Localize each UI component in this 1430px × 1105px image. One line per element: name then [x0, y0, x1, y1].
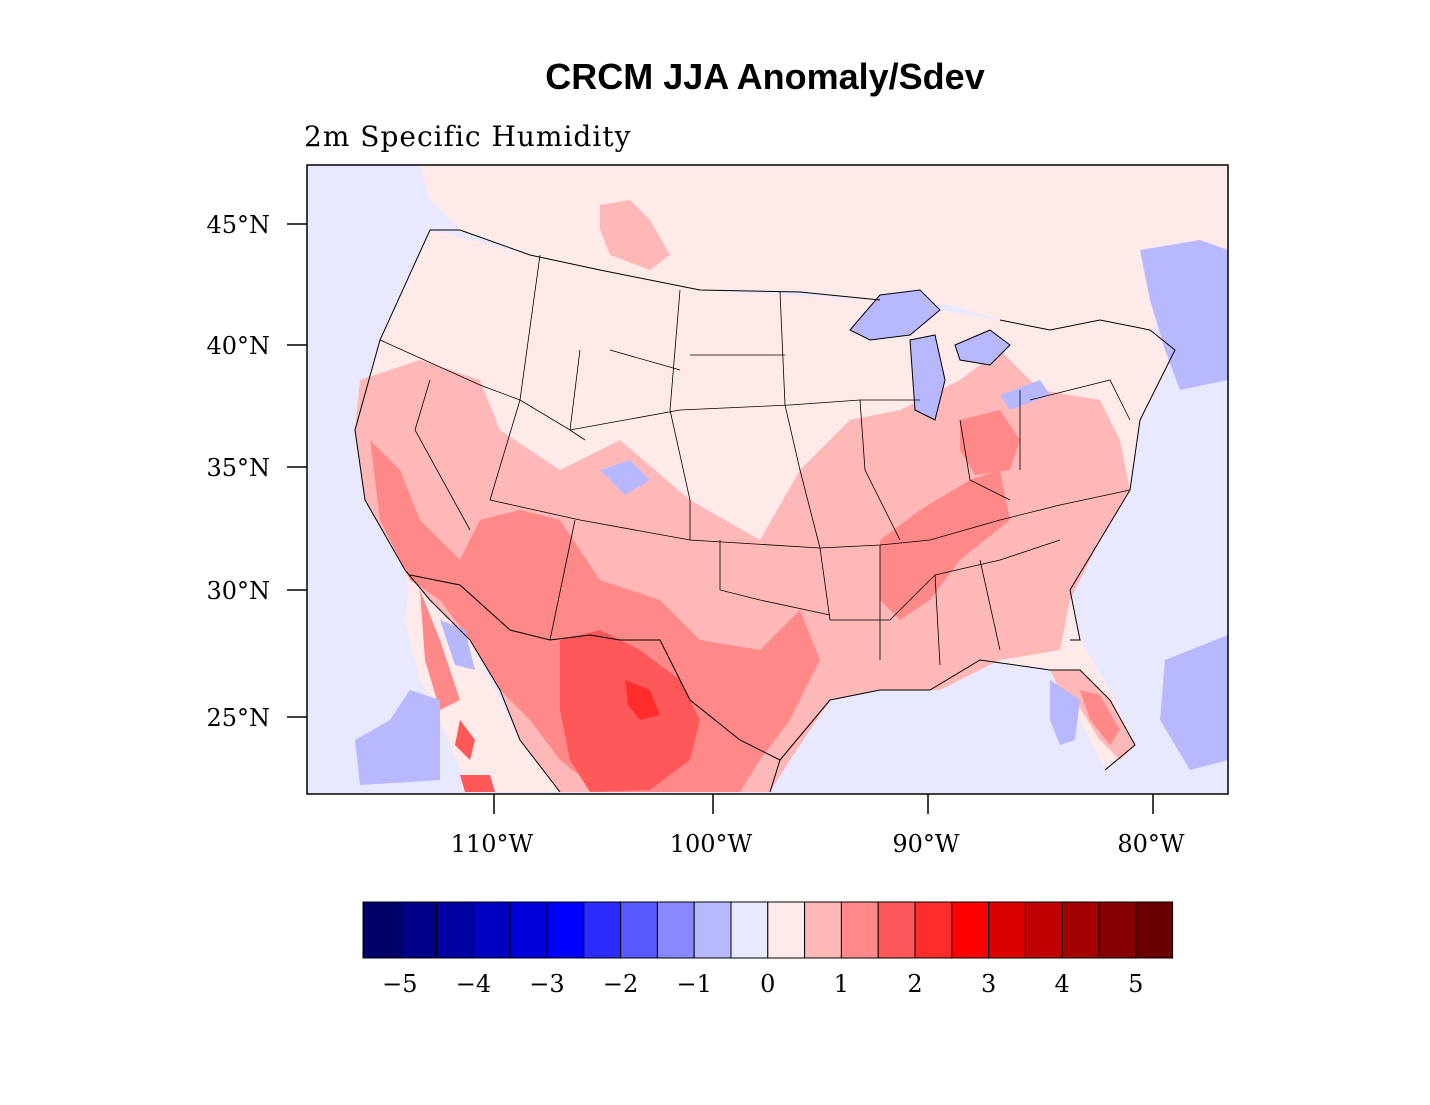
colorbar-label: −1	[677, 970, 712, 998]
colorbar-swatch	[988, 901, 1026, 959]
colorbar-swatch	[583, 901, 622, 959]
colorbar-swatch	[436, 901, 474, 959]
colorbar-swatch	[509, 901, 548, 959]
colorbar-swatch	[767, 901, 806, 959]
colorbar-swatch	[399, 901, 438, 959]
colorbar-swatch	[804, 901, 842, 959]
colorbar-swatch	[472, 901, 511, 959]
colorbar-swatch	[656, 901, 695, 959]
colorbar-label: 5	[1128, 970, 1143, 998]
colorbar-swatch	[362, 901, 401, 959]
colorbar-label: −5	[382, 970, 417, 998]
lon-label-100: 100°W	[670, 830, 753, 858]
lat-label-45: 45°N	[206, 211, 270, 239]
colorbar-swatch	[1098, 901, 1137, 959]
colorbar-swatch	[840, 901, 879, 959]
colorbar-label: −4	[456, 970, 491, 998]
colorbar-label: −3	[529, 970, 564, 998]
lon-label-80: 80°W	[1117, 830, 1185, 858]
baja-land	[405, 580, 470, 760]
map-title: CRCM JJA Anomaly/Sdev	[545, 56, 985, 97]
lon-axis: 110°W 100°W 90°W 80°W	[451, 794, 1185, 858]
lon-label-90: 90°W	[892, 830, 960, 858]
lat-label-35: 35°N	[206, 454, 270, 482]
variable-subtitle: 2m Specific Humidity	[304, 120, 632, 153]
colorbar-swatch	[620, 901, 658, 959]
colorbar-swatch	[730, 901, 769, 959]
lat-label-30: 30°N	[206, 577, 270, 605]
map-frame	[306, 164, 1229, 795]
colorbar-swatch	[546, 901, 585, 959]
colorbar-swatch	[1061, 901, 1100, 959]
lat-label-40: 40°N	[206, 332, 270, 360]
colorbar-swatch	[1135, 901, 1174, 959]
colorbar-label: 2	[907, 970, 922, 998]
colorbar-swatch	[877, 901, 916, 959]
colorbar-label: −2	[603, 970, 638, 998]
map-plot	[307, 165, 1228, 794]
lat-label-25: 25°N	[206, 704, 270, 732]
colorbar-swatch	[693, 901, 732, 959]
colorbar-label: 0	[760, 970, 775, 998]
colorbar-swatch	[914, 901, 953, 959]
lon-label-110: 110°W	[451, 830, 534, 858]
colorbar-labels: −5 −4 −3 −2 −1 0 1 2 3 4 5	[382, 970, 1143, 998]
colorbar-swatch	[1024, 901, 1063, 959]
colorbar-label: 1	[834, 970, 849, 998]
lat-axis: 45°N 40°N 35°N 30°N 25°N	[206, 211, 307, 732]
colorbar-label: 4	[1055, 970, 1070, 998]
colorbar-label: 3	[981, 970, 996, 998]
colorbar	[362, 901, 1174, 959]
colorbar-swatch	[951, 901, 990, 959]
